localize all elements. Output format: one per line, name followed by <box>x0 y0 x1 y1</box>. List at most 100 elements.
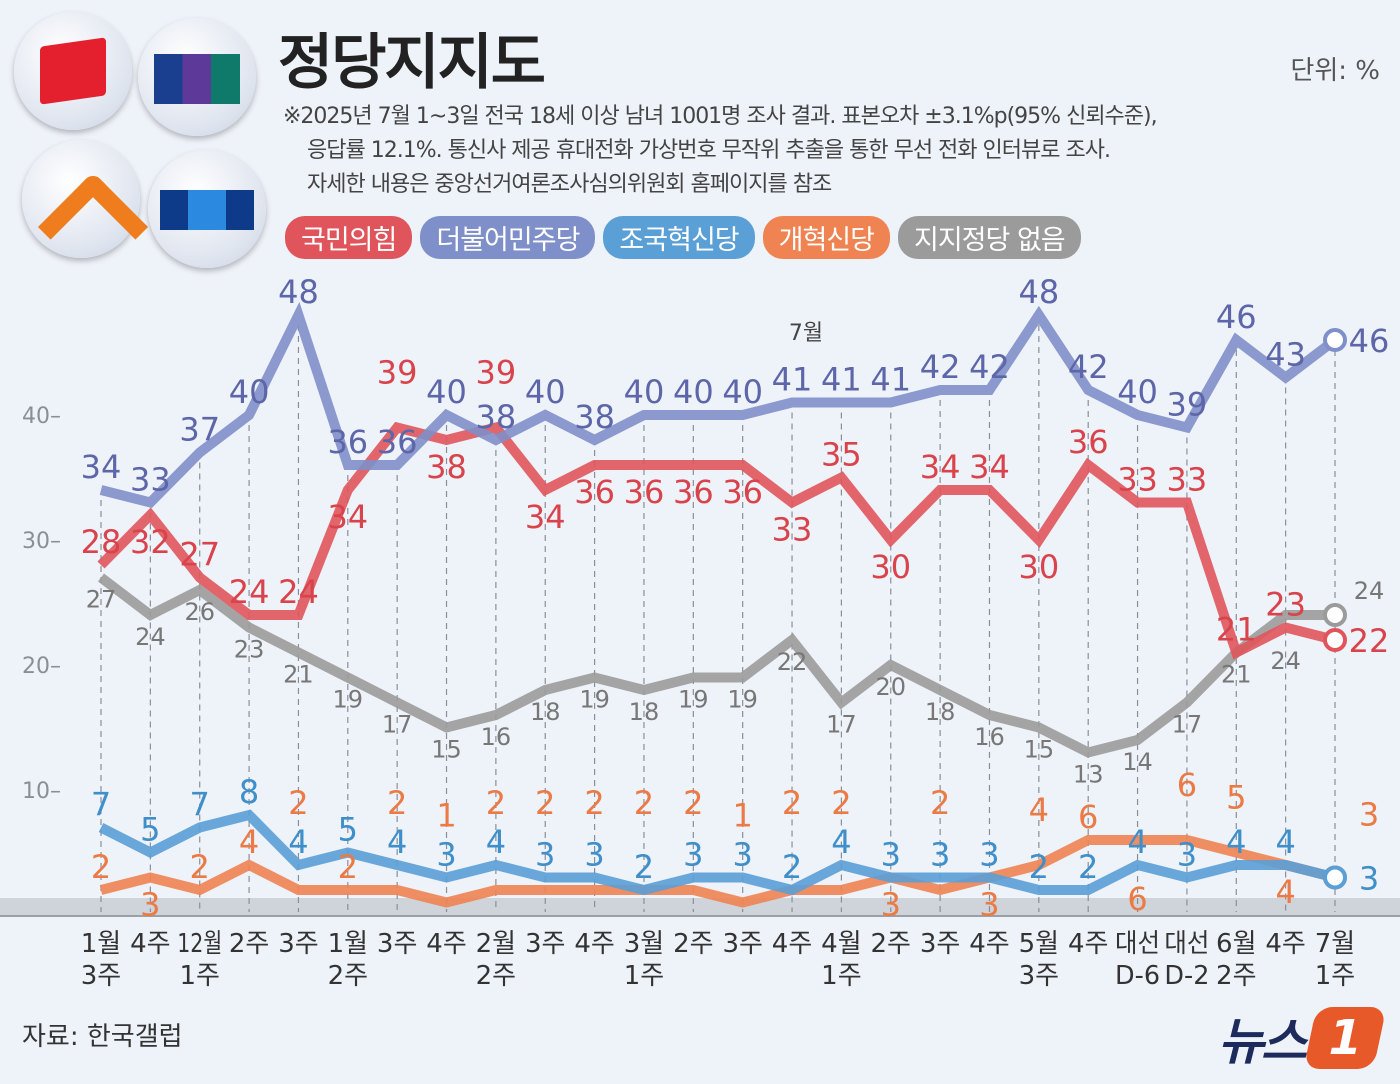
data-label: 40 <box>426 373 467 411</box>
data-label: 7 <box>91 786 111 824</box>
data-label: 17 <box>1172 711 1203 739</box>
news1-logo: 뉴스 1 <box>1218 1002 1387 1074</box>
data-label: 4 <box>387 823 407 861</box>
x-tick-label: 2월 <box>476 929 516 959</box>
data-label: 18 <box>629 698 660 726</box>
data-label: 16 <box>974 723 1005 751</box>
data-label: 3 <box>683 836 703 874</box>
data-label: 8 <box>239 773 259 811</box>
y-tick-label: 20– <box>22 654 61 679</box>
data-label: 33 <box>130 461 171 499</box>
x-tick-label: 3월 <box>624 929 664 959</box>
data-label: 41 <box>821 361 862 399</box>
data-label: 3 <box>1359 796 1379 834</box>
x-tick-label: 1주 <box>179 961 219 991</box>
y-tick-label: 40– <box>22 404 61 429</box>
data-label: 41 <box>772 361 813 399</box>
data-label: 2 <box>683 784 703 822</box>
data-label: 28 <box>81 523 122 561</box>
note-line: 자세한 내용은 중앙선거여론조사심의위원회 홈페이지를 참조 <box>307 172 832 197</box>
x-tick-label: 4주 <box>130 929 170 959</box>
data-label: 4 <box>1226 823 1246 861</box>
x-tick-label: 3주 <box>920 929 960 959</box>
data-label: 4 <box>1127 823 1147 861</box>
party-logo-reform <box>22 140 149 283</box>
data-label: 2 <box>91 848 111 886</box>
data-label: 18 <box>530 698 561 726</box>
data-label: 2 <box>338 848 358 886</box>
x-tick-label: 4주 <box>1068 929 1108 959</box>
series-line-3 <box>99 835 1337 908</box>
data-label: 22 <box>777 648 808 676</box>
data-label: 26 <box>184 598 215 626</box>
baseline-band <box>0 898 1400 916</box>
data-label: 22 <box>1349 622 1390 660</box>
data-label: 16 <box>481 723 512 751</box>
data-label: 46 <box>1216 298 1257 336</box>
x-tick-label: 2주 <box>871 929 911 959</box>
x-tick-label: 3주 <box>278 929 318 959</box>
x-tick-label: 대선 <box>1115 929 1160 959</box>
data-label: 24 <box>1270 647 1301 675</box>
x-tick-label: 3주 <box>81 961 121 991</box>
series-endpoint-0 <box>1323 628 1347 652</box>
data-label: 5 <box>338 811 358 849</box>
x-tick-label: D-2 <box>1164 961 1209 991</box>
data-label: 34 <box>969 448 1010 486</box>
x-tick-label: 4주 <box>574 929 614 959</box>
data-label: 3 <box>535 836 555 874</box>
x-tick-label: 1월 <box>328 929 368 959</box>
note-line: 응답률 12.1%. 통신사 제공 휴대전화 가상번호 무작위 추출을 통한 무… <box>307 138 1111 163</box>
data-label: 19 <box>579 686 610 714</box>
data-label: 2 <box>288 784 308 822</box>
data-label: 15 <box>1024 736 1055 764</box>
series-endpoint-2 <box>1323 865 1347 890</box>
data-label: 3 <box>881 836 901 874</box>
x-tick-label: 대선 <box>1164 929 1209 959</box>
data-label: 3 <box>1177 836 1197 874</box>
x-tick-label: 2주 <box>673 929 713 959</box>
data-label: 4 <box>239 823 259 861</box>
party-logo-ppp <box>14 12 132 130</box>
data-label: 39 <box>377 354 418 392</box>
data-label: 2 <box>387 784 407 822</box>
data-label: 43 <box>1265 336 1306 374</box>
data-label: 2 <box>930 784 950 822</box>
legend-none: 지지정당 없음 <box>898 216 1081 259</box>
legend: 국민의힘 더불어민주당 조국혁신당 개혁신당 지지정당 없음 <box>285 216 1081 259</box>
series-line-1 <box>99 301 1339 509</box>
legend-democratic: 더불어민주당 <box>420 216 596 259</box>
y-tick-label: 10– <box>22 779 61 804</box>
data-label: 40 <box>525 373 566 411</box>
data-label: 41 <box>870 361 911 399</box>
x-tick-label: 3주 <box>525 929 565 959</box>
data-label: 19 <box>678 686 709 714</box>
series-line-2 <box>98 809 1337 896</box>
data-label: 21 <box>283 661 314 689</box>
x-tick-label: 12월 <box>177 929 222 959</box>
data-label: 24 <box>135 623 166 651</box>
data-label: 33 <box>772 511 813 549</box>
x-tick-label: 3주 <box>377 929 417 959</box>
unit-label: 단위: % <box>1290 56 1380 86</box>
x-tick-label: 7월 <box>1315 929 1355 959</box>
data-label: 42 <box>1068 348 1109 386</box>
data-label: 2 <box>486 784 506 822</box>
x-tick-label: 4주 <box>969 929 1009 959</box>
data-label: 27 <box>86 586 117 614</box>
data-label: 30 <box>870 548 911 586</box>
data-label: 21 <box>1221 661 1252 689</box>
data-label: 36 <box>722 473 763 511</box>
data-label: 33 <box>1117 461 1158 499</box>
data-label: 14 <box>1122 748 1153 776</box>
data-label: 34 <box>81 448 122 486</box>
data-label: 36 <box>327 423 368 461</box>
data-label: 3 <box>733 836 753 874</box>
data-label: 6 <box>1078 798 1098 836</box>
party-logo-democratic <box>138 18 256 136</box>
data-label: 40 <box>1117 373 1158 411</box>
data-label: 19 <box>333 686 364 714</box>
chart-title: 정당지지도 <box>278 28 546 98</box>
y-tick-label: 30– <box>22 529 61 554</box>
